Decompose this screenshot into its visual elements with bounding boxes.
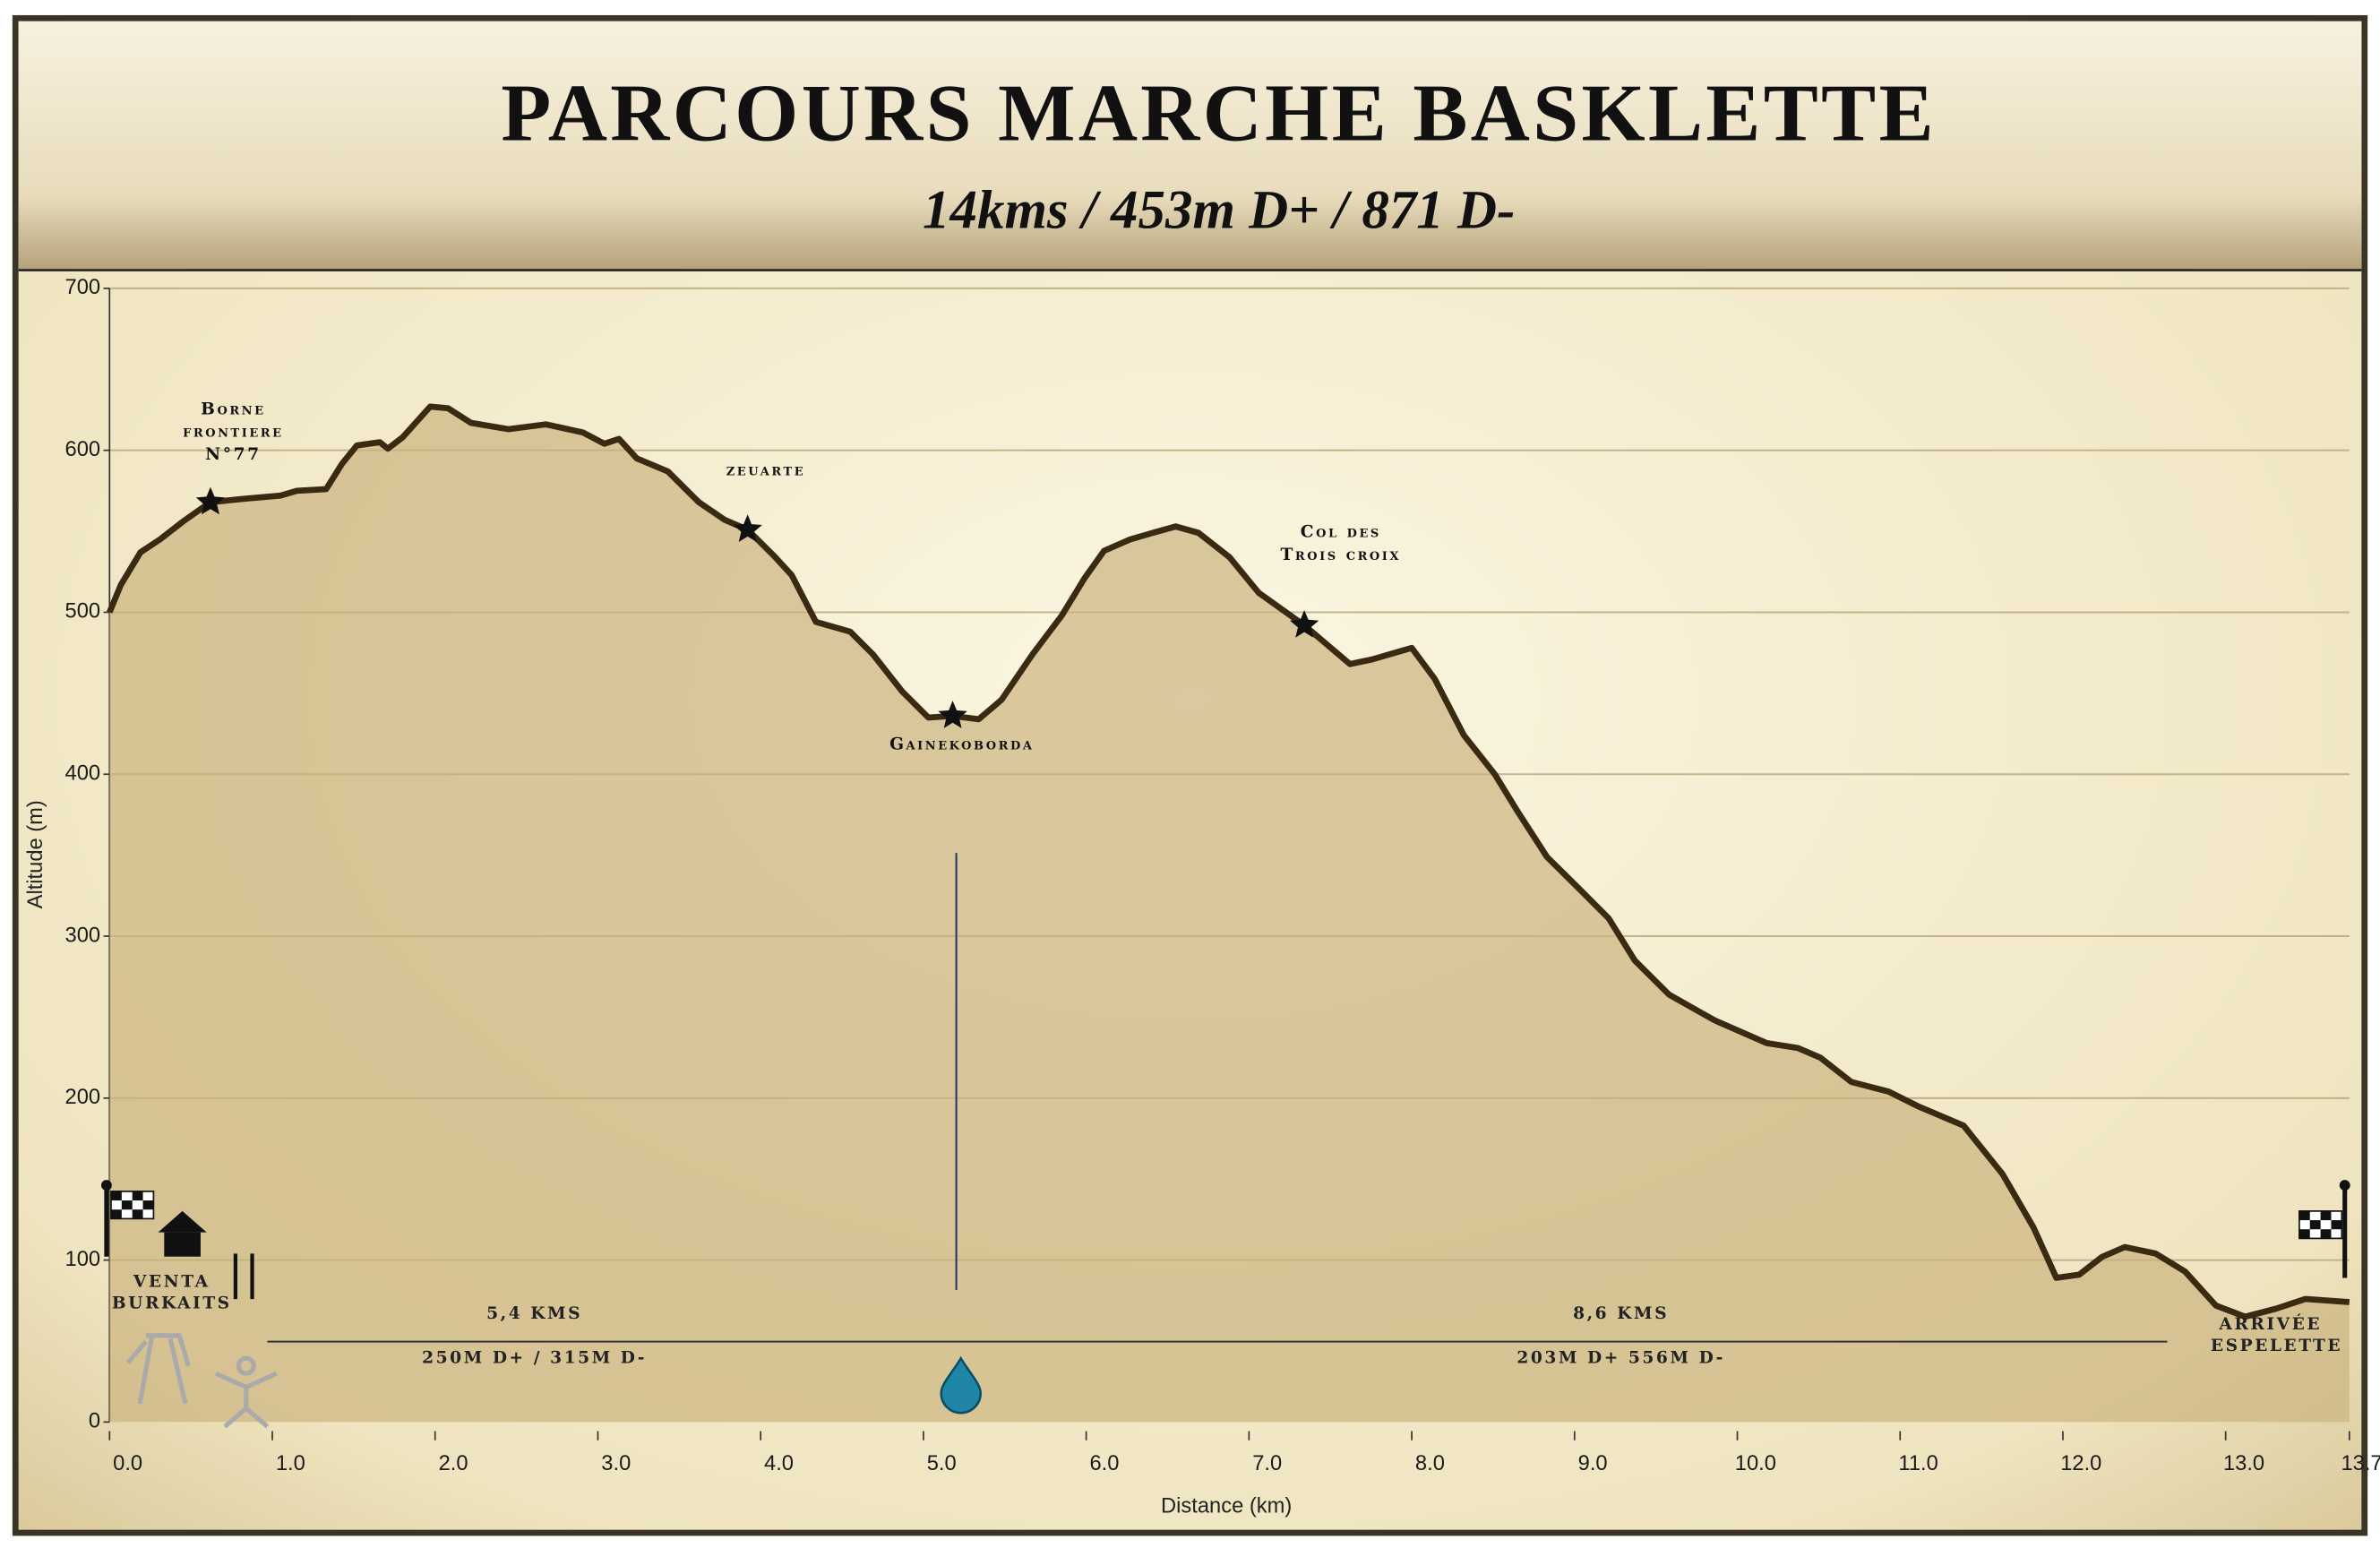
segment-distance: 5,4 KMS: [486, 1304, 582, 1323]
y-tick-label: 600: [65, 438, 101, 461]
x-tick-label: 5.0: [927, 1452, 957, 1475]
start-icons: [100, 1180, 278, 1429]
x-tick-label: 3.0: [601, 1452, 631, 1475]
waypoint-label: Borne: [201, 400, 265, 418]
waypoint-star: [733, 514, 762, 542]
x-tick-label: 7.0: [1252, 1452, 1282, 1475]
segment-elevation: 250M D+ / 315M D-: [422, 1348, 647, 1367]
y-tick-label: 300: [65, 924, 101, 947]
segment-distance: 8,6 KMS: [1573, 1304, 1669, 1323]
waypoint-label: frontiere: [183, 423, 284, 442]
x-tick-label: 13.0: [2223, 1452, 2264, 1475]
plot: 0 100 200 300 400 500 600 700 0.0 1.0 2.0 3.0 4.0 5.0…: [65, 276, 2380, 1475]
waypoint-label: N°77: [205, 445, 261, 464]
profile-line: [107, 403, 2350, 1320]
x-tick-label: 6.0: [1089, 1452, 1119, 1475]
x-tick-label: 10.0: [1735, 1452, 1776, 1475]
x-tick-label: 9.0: [1578, 1452, 1608, 1475]
waypoint-star: [1289, 610, 1319, 638]
waypoint-label: Col des: [1301, 523, 1381, 542]
waypoint-star: [195, 486, 226, 515]
waypoint-label: Gainekoborda: [889, 735, 1034, 753]
x-tick-label: 0.0: [113, 1452, 142, 1475]
x-tick-label: 1.0: [276, 1452, 305, 1475]
end-label: ARRIVÉE: [2218, 1313, 2322, 1334]
y-tick-label: 200: [65, 1086, 101, 1109]
y-tick-label: 500: [65, 600, 101, 624]
y-tick-label: 0: [89, 1410, 100, 1433]
waypoint-label: zeuarte: [726, 460, 805, 479]
waypoint-label: Trois croix: [1281, 546, 1402, 564]
x-tick-label: 8.0: [1415, 1452, 1445, 1475]
x-tick-label: 11.0: [1898, 1452, 1938, 1475]
x-tick-label: 13.76: [2341, 1452, 2380, 1475]
chart-title: PARCOURS MARCHE BASKLETTE: [501, 67, 1937, 159]
segment-elevation: 203M D+ 556M D-: [1516, 1348, 1725, 1367]
y-tick-label: 400: [65, 762, 101, 786]
waypoint-star: [938, 701, 967, 728]
y-axis-title: Altitude (m): [24, 800, 47, 908]
x-tick-label: 2.0: [439, 1452, 468, 1475]
water-drop-icon: [940, 1355, 982, 1415]
x-tick-label: 12.0: [2060, 1452, 2101, 1475]
end-label: ESPELETTE: [2211, 1337, 2342, 1355]
area: [109, 406, 2350, 1423]
end-icons: [2298, 1180, 2350, 1278]
y-tick-label: 700: [65, 276, 101, 299]
start-label: VENTA: [133, 1273, 211, 1292]
start-label: BURKAITS: [112, 1294, 232, 1312]
y-tick-label: 100: [65, 1248, 101, 1271]
chart-subtitle: 14kms / 453m D+ / 871 D-: [923, 181, 1515, 241]
x-axis-title: Distance (km): [1161, 1495, 1292, 1518]
x-tick-label: 4.0: [764, 1452, 794, 1475]
header: [18, 21, 2362, 271]
